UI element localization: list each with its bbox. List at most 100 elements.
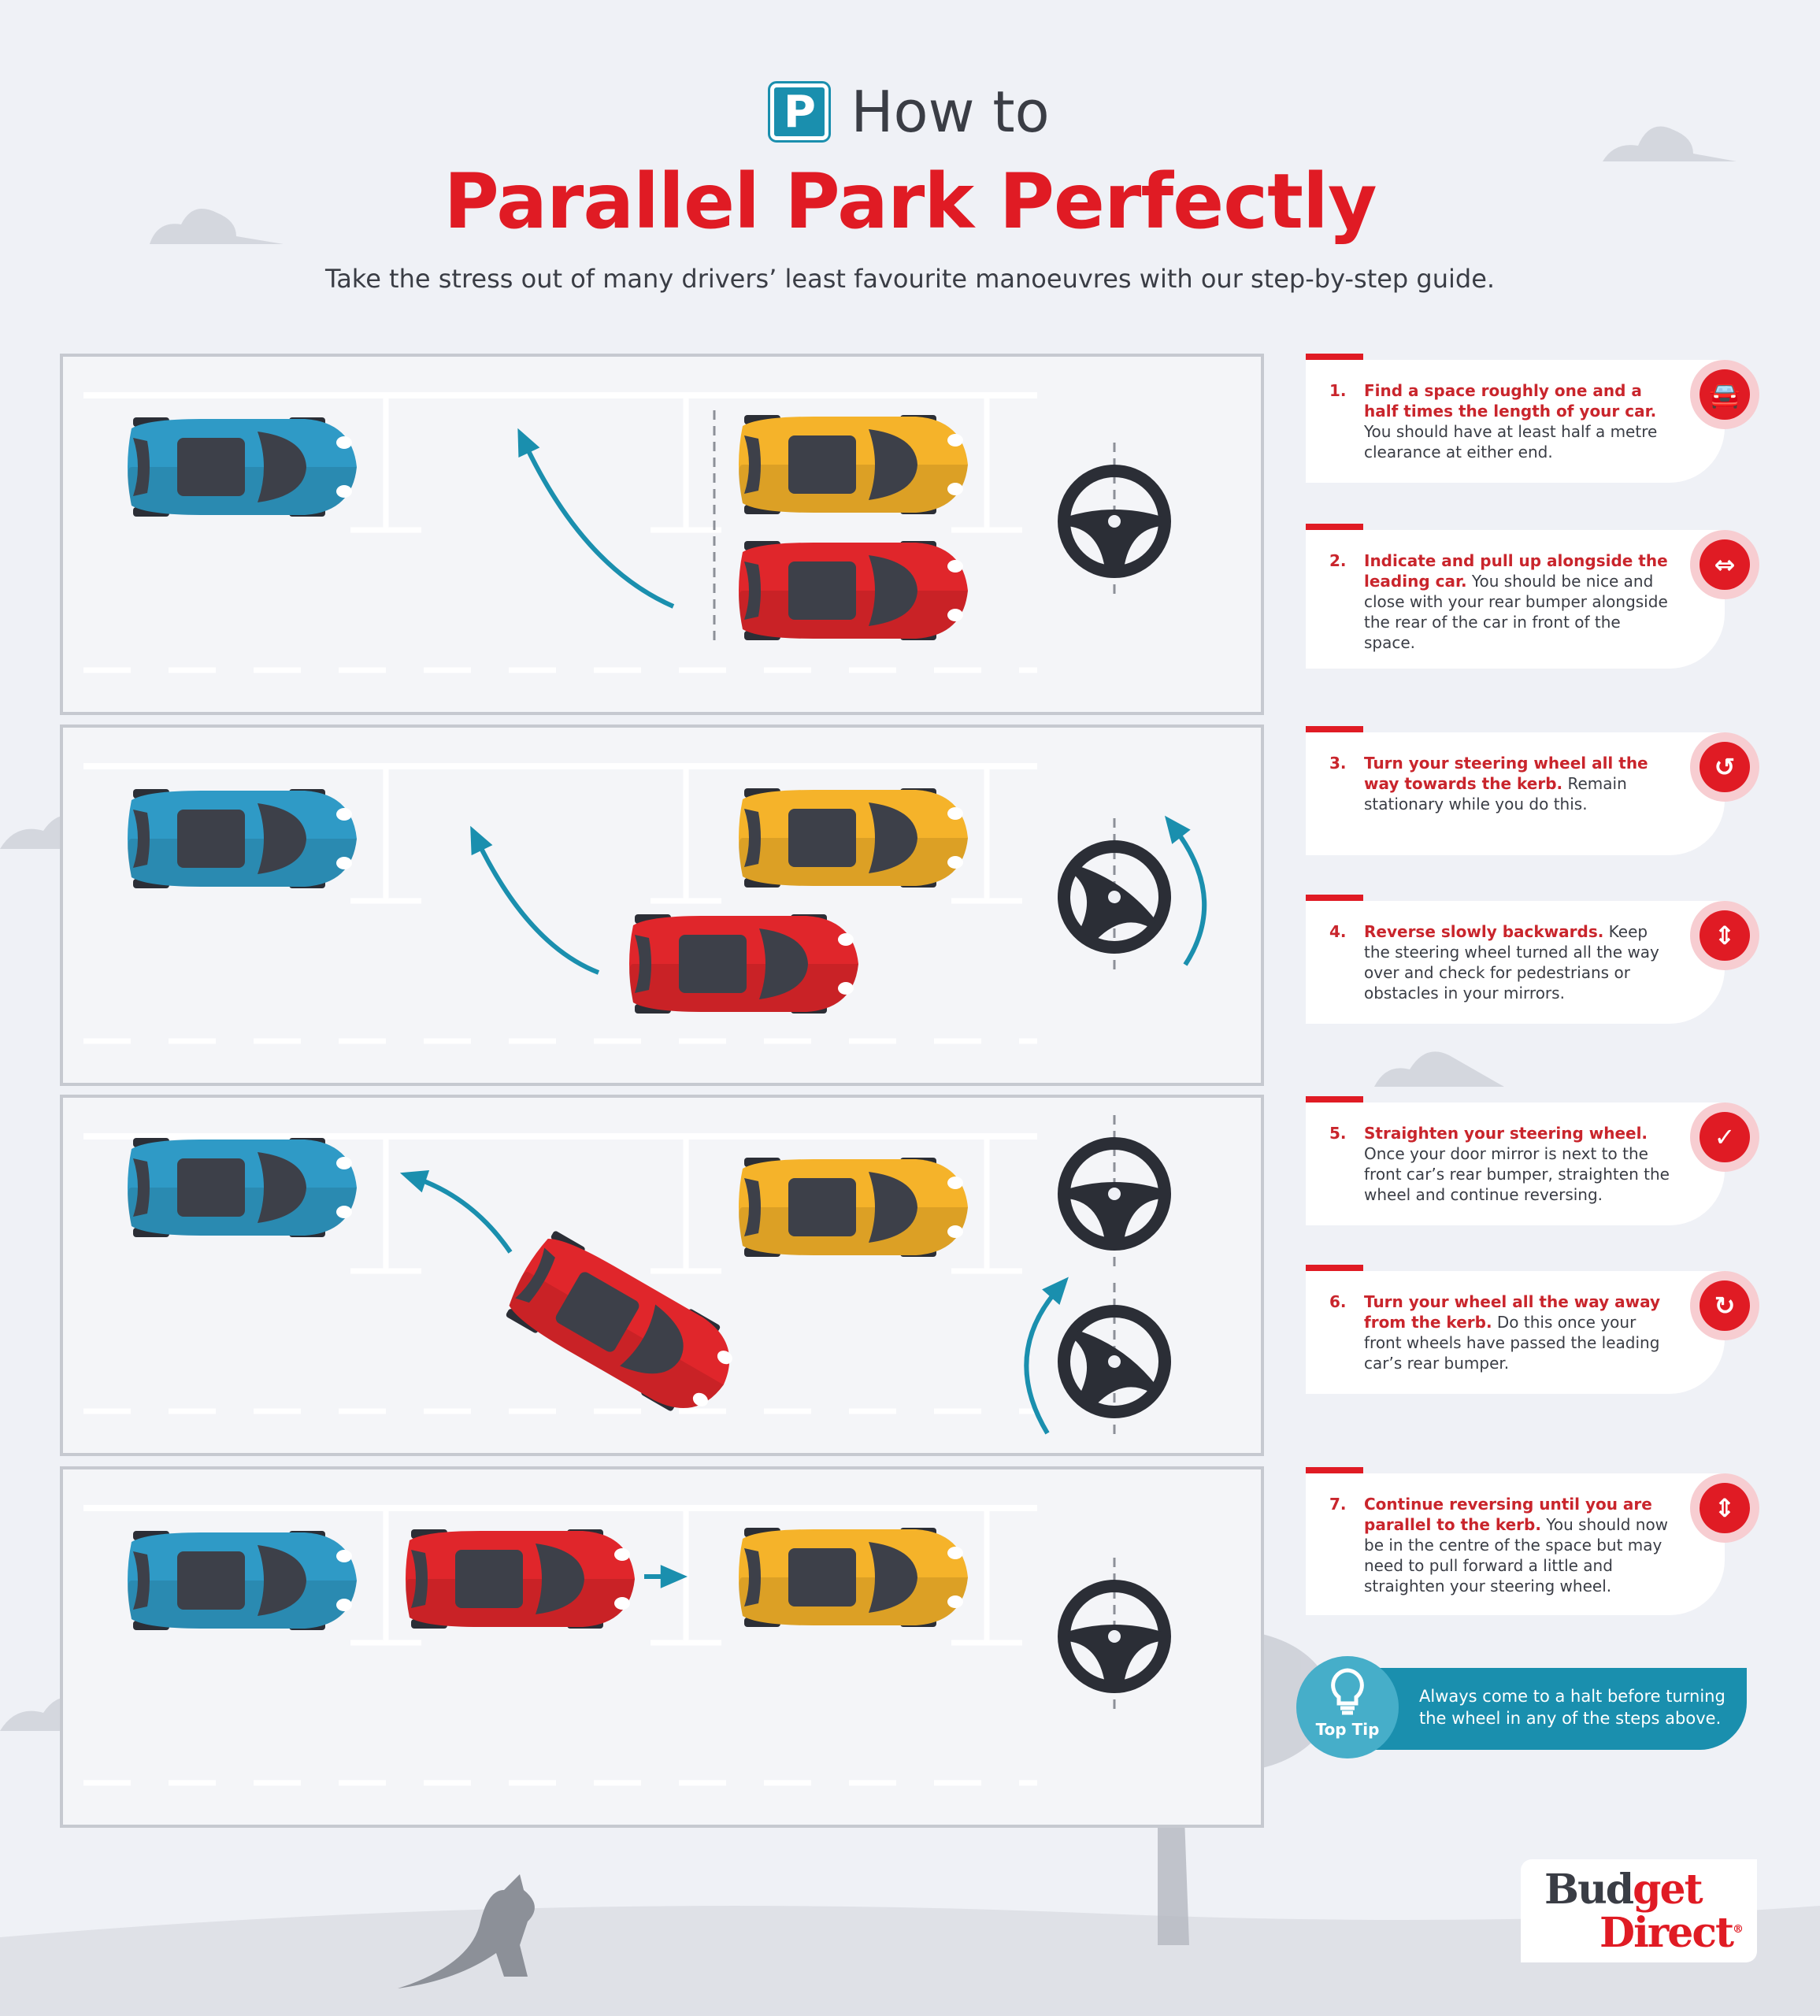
step-card-2: 2. Indicate and pull up alongside the le… [1306, 524, 1759, 669]
step-lead: Continue reversing until you are paralle… [1364, 1495, 1652, 1534]
step-text: Straighten your steering wheel. Once you… [1364, 1123, 1670, 1210]
top-tip-text: Always come to a halt before turning the… [1364, 1668, 1747, 1750]
step-lead: Straighten your steering wheel. [1364, 1124, 1648, 1143]
tip-text: Always come to a halt before turning the… [1419, 1687, 1725, 1728]
step-badge: 🚘 [1690, 360, 1759, 429]
step-card-6: 6. Turn your wheel all the way away from… [1306, 1265, 1759, 1394]
step-detail: You should be nice and close with your r… [1364, 572, 1668, 652]
step-text: Reverse slowly backwards. Keep the steer… [1364, 921, 1670, 1008]
step-number: 1. [1329, 381, 1347, 400]
arrow-head-icon [517, 428, 540, 458]
subtitle: Take the stress out of many drivers’ lea… [324, 264, 1496, 294]
blue-car [128, 1138, 357, 1237]
step-lead: Reverse slowly backwards. [1364, 922, 1604, 941]
up-down-arrow-icon: ⇕ [1700, 1483, 1750, 1533]
step-number: 7. [1329, 1495, 1347, 1514]
direction-arrow [521, 439, 675, 609]
card-accent-bar [1306, 354, 1363, 360]
step-lead: Find a space roughly one and a half time… [1364, 381, 1657, 421]
card-accent-bar [1306, 1467, 1363, 1473]
yellow-car [739, 1158, 968, 1257]
page-title: Parallel Park Perfectly [443, 158, 1377, 246]
direction-arrow [1171, 825, 1207, 966]
step-card-3: 3. Turn your steering wheel all the way … [1306, 726, 1759, 855]
yellow-car [739, 415, 968, 514]
card-accent-bar [1306, 1265, 1363, 1271]
step-text: Indicate and pull up alongside the leadi… [1364, 550, 1670, 653]
step-detail: Keep the steering wheel turned all the w… [1364, 922, 1659, 1002]
step-detail: Once your door mirror is next to the fro… [1364, 1144, 1670, 1204]
up-down-arrow-icon: ⇕ [1700, 910, 1750, 961]
step-text: Find a space roughly one and a half time… [1364, 380, 1670, 467]
ground-hill [0, 1906, 1820, 2016]
step-badge: ⇕ [1690, 1473, 1759, 1543]
red-car [629, 914, 858, 1014]
step-number: 3. [1329, 754, 1347, 773]
step-text: Continue reversing until you are paralle… [1364, 1494, 1670, 1599]
panel-frame [60, 724, 1264, 1086]
arrow-head-icon [1164, 815, 1191, 844]
step-panel-2 [60, 724, 1264, 1086]
step-detail: Remain stationary while you do this. [1364, 774, 1627, 813]
blue-car [128, 417, 357, 517]
kangaroo-icon [398, 1874, 535, 1988]
rotate-right-icon: ↻ [1700, 1280, 1750, 1331]
step-lead: Turn your steering wheel all the way tow… [1364, 754, 1648, 793]
yellow-car [739, 1528, 968, 1627]
step-panel-3 [60, 1095, 1264, 1456]
step-number: 2. [1329, 551, 1347, 570]
step-badge: ↺ [1690, 732, 1759, 802]
step-badge: ⇔ [1690, 530, 1759, 599]
car-icon: 🚘 [1700, 369, 1750, 420]
rotate-left-icon: ↺ [1700, 742, 1750, 792]
card-accent-bar [1306, 895, 1363, 901]
panel-frame [60, 354, 1264, 715]
logo-part: get [1633, 1866, 1703, 1914]
card-accent-bar [1306, 524, 1363, 530]
card-accent-bar [1306, 726, 1363, 732]
header: P How to [0, 79, 1820, 145]
blue-car [128, 1531, 357, 1630]
direction-arrow [1024, 1286, 1062, 1435]
step-text: Turn your wheel all the way away from th… [1364, 1292, 1670, 1378]
yellow-car [739, 788, 968, 888]
step-badge: ↻ [1690, 1271, 1759, 1340]
arrow-head-icon [399, 1170, 430, 1193]
logo-part: Direct [1599, 1909, 1734, 1958]
direction-arrow [474, 837, 600, 975]
step-card-5: 5. Straighten your steering wheel. Once … [1306, 1096, 1759, 1225]
how-to-label: How to [851, 79, 1050, 145]
check-icon: ✓ [1700, 1112, 1750, 1162]
indicator-arrows-icon: ⇔ [1700, 539, 1750, 590]
blue-car [128, 789, 357, 888]
arrow-head-icon [470, 825, 493, 856]
step-card-7: 7. Continue reversing until you are para… [1306, 1467, 1759, 1615]
step-lead: Turn your wheel all the way away from th… [1364, 1292, 1660, 1332]
step-detail: You should now be in the centre of the s… [1364, 1515, 1669, 1595]
step-number: 4. [1329, 922, 1347, 941]
logo-reg: ® [1733, 1923, 1744, 1936]
step-panel-1 [60, 354, 1264, 715]
logo-part: Bud [1544, 1866, 1634, 1914]
arrow-head-icon [1042, 1277, 1069, 1305]
red-car [406, 1529, 635, 1629]
direction-arrow [413, 1175, 513, 1254]
step-detail: Do this once your front wheels have pass… [1364, 1313, 1660, 1373]
top-tip-label: Top Tip [1315, 1720, 1380, 1739]
step-detail: You should have at least half a metre cl… [1364, 422, 1658, 461]
step-badge: ⇕ [1690, 901, 1759, 970]
step-lead: Indicate and pull up alongside the leadi… [1364, 551, 1668, 591]
step-badge: ✓ [1690, 1102, 1759, 1172]
card-accent-bar [1306, 1096, 1363, 1102]
step-panel-4 [60, 1466, 1264, 1828]
lightbulb-icon [1331, 1668, 1364, 1715]
step-card-4: 4. Reverse slowly backwards. Keep the st… [1306, 895, 1759, 1024]
step-number: 5. [1329, 1124, 1347, 1143]
step-card-1: 1. Find a space roughly one and a half t… [1306, 354, 1759, 483]
red-car [739, 541, 968, 640]
panels [60, 354, 1264, 1828]
step-number: 6. [1329, 1292, 1347, 1311]
top-tip-bubble: Top Tip [1296, 1656, 1399, 1758]
panel-frame [60, 1466, 1264, 1828]
step-text: Turn your steering wheel all the way tow… [1364, 753, 1670, 839]
